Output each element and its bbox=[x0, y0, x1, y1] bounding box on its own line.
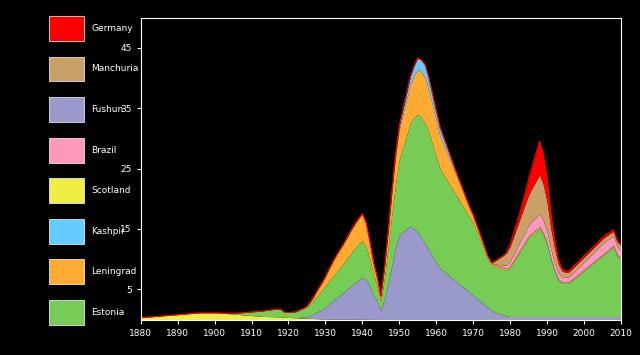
Text: Brazil: Brazil bbox=[92, 146, 117, 155]
Text: Germany: Germany bbox=[92, 24, 133, 33]
Bar bbox=[49, 178, 84, 203]
Bar bbox=[49, 138, 84, 163]
Text: Kashpir: Kashpir bbox=[92, 227, 125, 236]
Text: Manchuria: Manchuria bbox=[92, 65, 139, 73]
Bar bbox=[49, 97, 84, 122]
Bar bbox=[49, 260, 84, 284]
Text: Scotland: Scotland bbox=[92, 186, 131, 195]
Text: Leningrad: Leningrad bbox=[92, 267, 137, 276]
Bar bbox=[49, 300, 84, 325]
Text: Fushun: Fushun bbox=[92, 105, 124, 114]
Bar bbox=[49, 16, 84, 41]
Text: Estonia: Estonia bbox=[92, 308, 125, 317]
Bar bbox=[49, 56, 84, 81]
Bar bbox=[49, 219, 84, 244]
